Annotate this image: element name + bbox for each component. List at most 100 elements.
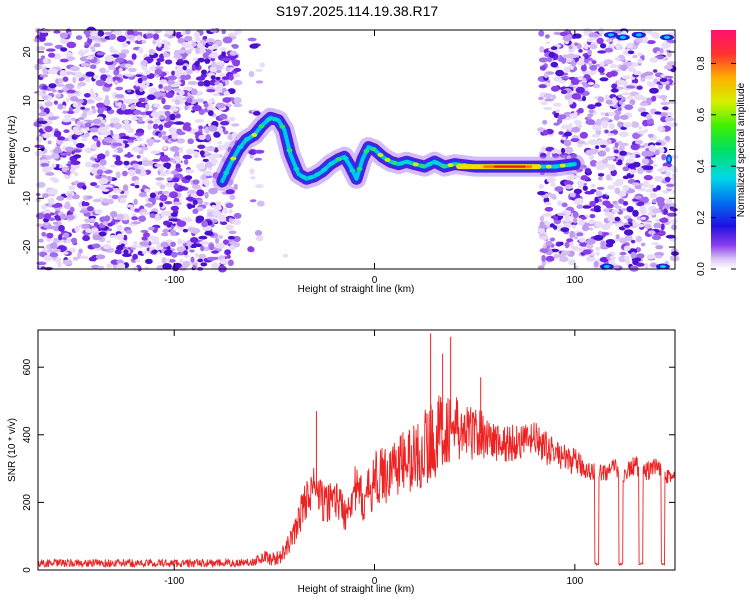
spectrogram-cell: [91, 108, 97, 114]
spectrogram-cell: [183, 250, 189, 256]
spectrogram-cell: [589, 148, 599, 155]
spectrogram-cell: [627, 50, 635, 55]
spectrogram-cell: [640, 216, 647, 220]
spectrogram-cell: [96, 153, 105, 160]
spectrogram-cell: [576, 204, 584, 209]
spectrogram-cell: [166, 177, 173, 182]
spectrogram-cell: [107, 198, 114, 205]
spectrogram-cell: [203, 201, 209, 206]
spectrogram-cell: [561, 202, 568, 208]
spectrogram-cell: [615, 234, 620, 240]
spectrogram-cell: [607, 216, 616, 222]
spectrogram-cell: [159, 194, 168, 202]
ridge-knot: [321, 167, 328, 172]
spectrogram-cell: [146, 94, 156, 101]
spectrogram-cell: [648, 144, 656, 152]
spectrogram-cell: [155, 66, 164, 70]
spectrogram-cell: [589, 64, 598, 71]
spectrogram-cell: [614, 56, 620, 62]
spectrogram-cell: [103, 98, 111, 106]
spectrogram-cell: [156, 45, 163, 52]
spectrogram-cell: [158, 124, 164, 131]
spectrogram-cell: [632, 54, 638, 59]
spectrogram-cell: [62, 251, 69, 255]
spectrogram-cell: [89, 217, 96, 223]
spectrogram-cell: [666, 61, 677, 67]
spectrogram-cell: [596, 37, 604, 45]
spectrogram-cell: [539, 236, 549, 240]
spectrogram-cell: [652, 163, 658, 167]
spectrogram-cell: [96, 169, 104, 175]
spectrogram-cell: [86, 55, 94, 60]
spectrogram-cell: [44, 125, 53, 133]
spectrogram-cell: [228, 230, 237, 235]
spectrogram-cell: [623, 229, 634, 236]
spectrogram-cell: [631, 182, 640, 186]
spectrogram-cell: [158, 166, 165, 172]
spectrogram-cell: [159, 184, 166, 190]
y-tick-label: 0: [22, 567, 33, 573]
spectrogram-cell: [663, 65, 673, 70]
spectrogram-cell: [584, 168, 592, 173]
spectrogram-cell: [652, 187, 658, 192]
spectrogram-cell: [570, 59, 577, 67]
spectrogram-cell: [174, 81, 182, 85]
spectrogram-cell: [173, 201, 182, 206]
spectrogram-cell: [200, 245, 205, 252]
spectrogram-cell: [182, 260, 191, 268]
spectrogram-cell: [206, 256, 217, 261]
spectrogram-cell: [80, 255, 89, 260]
spectrogram-cell: [195, 76, 206, 81]
spectrogram-cell: [537, 191, 546, 196]
spectrogram-cell: [192, 179, 200, 185]
spectrogram-cell: [588, 227, 594, 231]
spectrogram-cell: [595, 145, 600, 150]
spectrogram-cell: [627, 218, 633, 223]
spectrogram-cell: [74, 172, 79, 177]
spectrogram-cell: [249, 168, 255, 175]
spectrogram-cell: [553, 254, 561, 259]
spectrogram-cell: [198, 235, 208, 240]
spectrogram-cell: [116, 233, 124, 241]
spectrogram-cell: [101, 188, 110, 192]
spectrogram-cell: [597, 50, 607, 54]
spectrogram-cell: [80, 106, 86, 110]
spectrogram-cell: [182, 124, 188, 131]
spectrogram-cell: [557, 58, 566, 62]
spectrogram-cell: [249, 199, 257, 203]
spectrogram-cell: [546, 151, 551, 157]
spectrogram-cell: [577, 107, 584, 114]
spectrogram-cell: [73, 139, 78, 146]
spectrogram-cell: [78, 82, 87, 87]
spectrogram-cell: [576, 232, 584, 237]
spectrogram-cell: [218, 242, 225, 248]
spectrogram-cell: [659, 48, 664, 54]
spectrogram-cell: [198, 125, 204, 130]
spectrogram-cell: [589, 43, 598, 50]
spectrogram-cell: [648, 81, 656, 88]
spectrogram-cell: [197, 81, 205, 87]
spectrogram-cell: [133, 208, 140, 212]
spectrogram-cell: [213, 131, 221, 138]
spectrogram-cell: [218, 127, 224, 134]
spectrogram-cell: [568, 45, 573, 50]
spectrogram-cell: [259, 62, 265, 68]
spectrogram-cell: [38, 112, 47, 117]
spectrogram-cell: [135, 74, 144, 78]
spectrogram-cell: [540, 146, 548, 153]
spectrogram-cell: [227, 259, 234, 267]
spectrogram-cell: [117, 102, 123, 107]
spectrogram-cell: [149, 213, 156, 219]
spectrogram-cell: [93, 43, 101, 48]
spectrogram-cell: [136, 137, 144, 142]
spectrogram-cell: [621, 92, 631, 96]
spectrogram-cell: [545, 255, 555, 262]
spectrogram-x-label: Height of straight line (km): [298, 284, 415, 295]
spectrogram-cell: [62, 232, 70, 238]
spectrogram-cell: [247, 37, 257, 42]
spectrogram-cell: [104, 31, 112, 36]
spectrogram-cell: [212, 92, 220, 97]
spectrogram-cell: [215, 237, 220, 244]
spectrogram-cell: [53, 30, 61, 34]
spectrogram-cell: [564, 94, 571, 100]
